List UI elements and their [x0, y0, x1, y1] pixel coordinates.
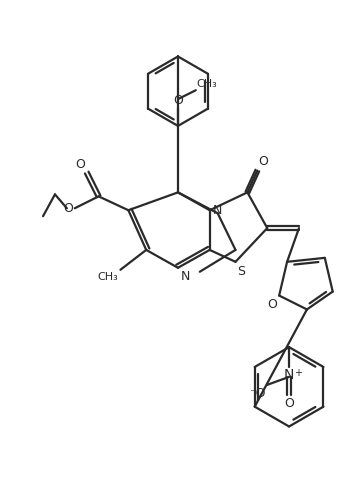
Text: O: O	[284, 397, 294, 410]
Text: O: O	[173, 94, 183, 107]
Text: N: N	[213, 204, 222, 217]
Text: N: N	[284, 368, 294, 382]
Text: +: +	[294, 368, 302, 378]
Text: O: O	[258, 155, 268, 168]
Text: O: O	[267, 297, 277, 310]
Text: CH₃: CH₃	[197, 79, 218, 89]
Text: O: O	[63, 202, 73, 215]
Text: S: S	[237, 265, 245, 278]
Text: O: O	[75, 158, 85, 171]
Text: N: N	[181, 270, 190, 283]
Text: CH₃: CH₃	[98, 272, 118, 282]
Text: ⁻O: ⁻O	[249, 387, 265, 400]
